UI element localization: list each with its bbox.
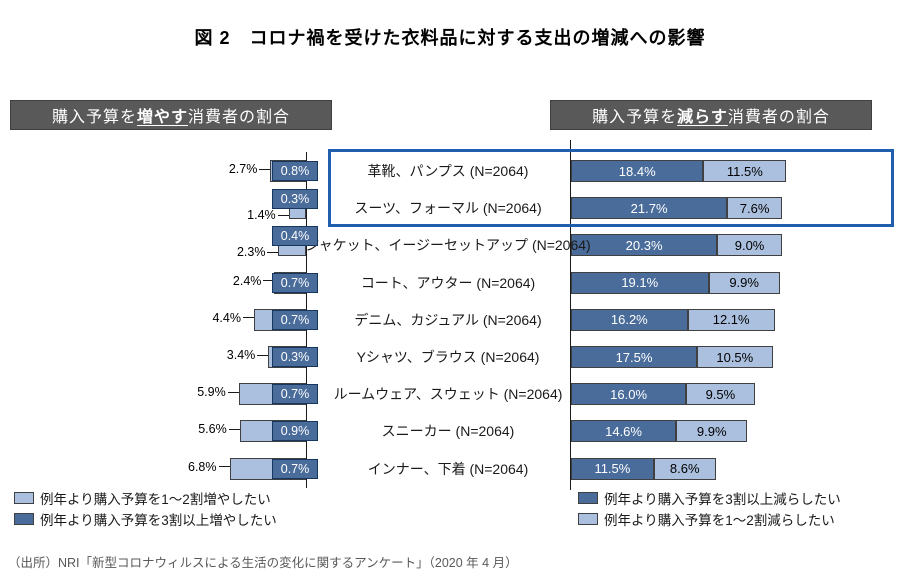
legend-swatch-dark-blue-icon bbox=[578, 491, 598, 504]
increase-dark-value-box: 0.9% bbox=[272, 421, 318, 442]
category-label: Yシャツ、ブラウス (N=2064) bbox=[356, 349, 540, 365]
category-label: スニーカー (N=2064) bbox=[381, 423, 515, 440]
right-header-prefix: 購入予算を bbox=[592, 109, 678, 126]
legend-label: 例年より購入予算を1～2割増やしたい bbox=[40, 491, 271, 507]
increase-light-value: 2.7% bbox=[228, 162, 258, 176]
legend-left: 例年より購入予算を1～2割増やしたい 例年より購入予算を3割以上増やしたい bbox=[14, 488, 277, 528]
decrease-light-bar: 9.0% bbox=[717, 234, 782, 257]
decrease-dark-bar: 17.5% bbox=[571, 346, 697, 368]
leader-line bbox=[242, 317, 254, 319]
increase-dark-value-box: 0.8% bbox=[272, 161, 318, 181]
legend-swatch-dark-blue-icon bbox=[14, 512, 34, 525]
right-header-emphasis: 減らす bbox=[677, 109, 728, 126]
decrease-dark-bar: 18.4% bbox=[571, 160, 704, 182]
legend-item-increase-light: 例年より購入予算を1～2割増やしたい bbox=[14, 488, 277, 507]
decrease-light-bar: 7.6% bbox=[727, 197, 782, 220]
increase-light-value: 4.4% bbox=[212, 310, 241, 325]
decrease-dark-bar: 11.5% bbox=[571, 457, 654, 480]
increase-dark-value-box: 0.7% bbox=[272, 309, 318, 330]
increase-dark-value-box: 0.7% bbox=[272, 272, 318, 293]
increase-light-value: 2.4% bbox=[232, 273, 262, 288]
left-panel-header: 購入予算を 増やす 消費者の割合 bbox=[10, 100, 332, 130]
increase-light-value-label: 2.4% bbox=[233, 274, 275, 288]
leader-line bbox=[263, 280, 275, 282]
leader-line bbox=[228, 428, 240, 430]
legend-item-decrease-dark: 例年より購入予算を3割以上減らしたい bbox=[578, 488, 841, 507]
increase-light-value-label: 1.4% bbox=[247, 208, 289, 222]
legend-label: 例年より購入予算を1～2割減らしたい bbox=[604, 512, 835, 528]
category-label: スーツ、フォーマル (N=2064) bbox=[354, 200, 542, 217]
legend-swatch-light-blue-icon bbox=[578, 512, 598, 525]
legend-label: 例年より購入予算を3割以上減らしたい bbox=[604, 491, 841, 507]
decrease-light-bar: 12.1% bbox=[687, 308, 775, 331]
decrease-dark-bar: 21.7% bbox=[571, 197, 728, 220]
decrease-light-bar: 11.5% bbox=[703, 160, 787, 182]
left-header-prefix: 購入予算を bbox=[51, 109, 137, 126]
category-label: インナー、下着 (N=2064) bbox=[367, 460, 529, 477]
category-label: コート、アウター (N=2064) bbox=[360, 274, 536, 291]
source-note: （出所）NRI「新型コロナウィルスによる生活の変化に関するアンケート」（2020… bbox=[8, 556, 518, 570]
increase-light-value: 2.3% bbox=[236, 245, 266, 260]
increase-light-value-label: 4.4% bbox=[212, 311, 254, 325]
leader-line bbox=[227, 391, 239, 393]
increase-light-value-label: 5.6% bbox=[198, 422, 240, 436]
increase-dark-value-box: 0.7% bbox=[272, 458, 318, 479]
increase-dark-value-box: 0.7% bbox=[272, 384, 318, 405]
leader-line bbox=[267, 251, 279, 253]
decrease-dark-bar: 16.0% bbox=[571, 383, 687, 406]
legend-item-increase-dark: 例年より購入予算を3割以上増やしたい bbox=[14, 509, 277, 528]
increase-light-value-label: 2.3% bbox=[237, 245, 279, 259]
left-header-suffix: 消費者の割合 bbox=[188, 109, 291, 126]
category-label: 革靴、パンプス (N=2064) bbox=[367, 163, 529, 179]
increase-light-value: 6.8% bbox=[188, 459, 217, 474]
leader-line bbox=[277, 214, 289, 216]
category-label: デニム、カジュアル (N=2064) bbox=[354, 311, 542, 328]
decrease-light-bar: 10.5% bbox=[697, 346, 773, 368]
increase-light-value: 5.9% bbox=[197, 385, 226, 400]
decrease-dark-bar: 20.3% bbox=[571, 234, 718, 257]
legend-item-decrease-light: 例年より購入予算を1～2割減らしたい bbox=[578, 509, 841, 528]
decrease-dark-bar: 14.6% bbox=[571, 420, 677, 443]
category-label: ジャケット、イージーセットアップ (N=2064) bbox=[305, 237, 591, 254]
leader-line bbox=[257, 354, 269, 356]
increase-light-value-label: 2.7% bbox=[229, 162, 271, 176]
leader-line bbox=[218, 466, 230, 468]
increase-light-value: 5.6% bbox=[198, 422, 227, 437]
increase-light-value-label: 3.4% bbox=[227, 348, 269, 362]
decrease-light-bar: 9.5% bbox=[686, 383, 755, 406]
figure-title: 図 2 コロナ禍を受けた衣料品に対する支出の増減への影響 bbox=[194, 28, 706, 48]
increase-light-value-label: 6.8% bbox=[188, 460, 230, 474]
leader-line bbox=[259, 168, 271, 170]
increase-dark-value-box: 0.3% bbox=[272, 347, 318, 367]
legend-swatch-light-blue-icon bbox=[14, 491, 34, 504]
decrease-light-bar: 9.9% bbox=[708, 271, 780, 294]
right-panel-header: 購入予算を 減らす 消費者の割合 bbox=[550, 100, 872, 130]
decrease-light-bar: 8.6% bbox=[653, 457, 716, 480]
right-header-suffix: 消費者の割合 bbox=[727, 109, 830, 126]
decrease-light-bar: 9.9% bbox=[676, 420, 748, 443]
decrease-dark-bar: 16.2% bbox=[571, 308, 688, 331]
increase-light-value-label: 5.9% bbox=[197, 385, 239, 399]
left-header-emphasis: 増やす bbox=[136, 109, 188, 126]
category-label: ルームウェア、スウェット (N=2064) bbox=[333, 386, 563, 403]
increase-light-value: 3.4% bbox=[226, 348, 256, 362]
increase-light-value: 1.4% bbox=[247, 208, 276, 223]
legend-right: 例年より購入予算を3割以上減らしたい 例年より購入予算を1～2割減らしたい bbox=[578, 488, 841, 528]
increase-dark-value-box: 0.4% bbox=[272, 226, 318, 247]
decrease-dark-bar: 19.1% bbox=[571, 271, 709, 294]
increase-dark-value-box: 0.3% bbox=[272, 189, 318, 210]
right-chart-axis bbox=[570, 140, 571, 490]
legend-label: 例年より購入予算を3割以上増やしたい bbox=[40, 512, 277, 528]
